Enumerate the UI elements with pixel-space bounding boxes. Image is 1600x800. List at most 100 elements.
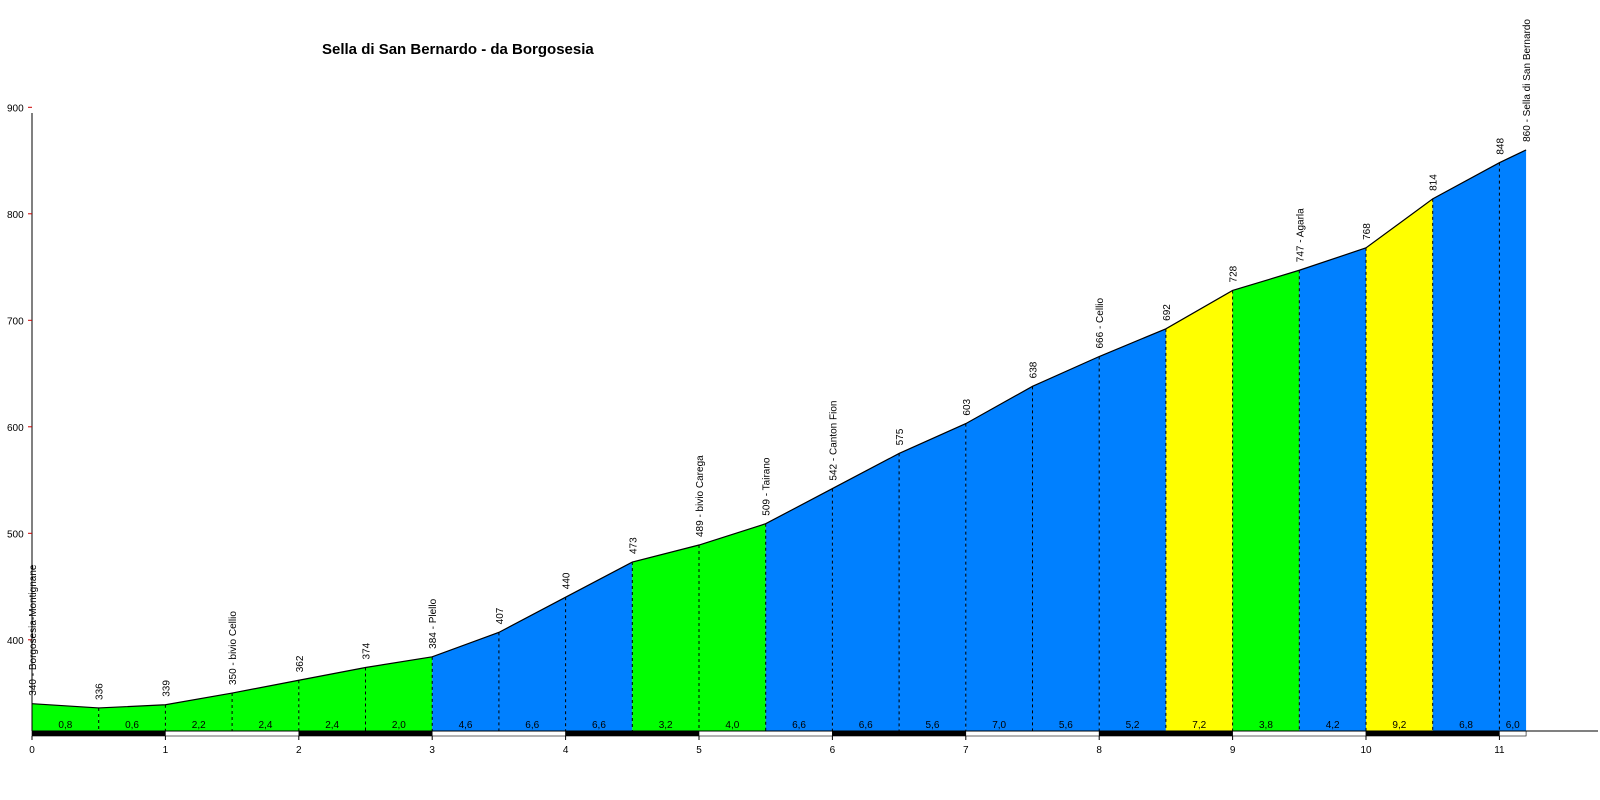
point-label-17: 692 bbox=[1162, 304, 1173, 321]
elevation-segments bbox=[32, 149, 1527, 731]
point-labels: 340 - Borgosesia-Montignane 336 339 350 - b… bbox=[28, 19, 1533, 700]
point-label-22: 848 bbox=[1495, 138, 1506, 155]
segment-0 bbox=[32, 703, 99, 731]
segment-20 bbox=[1366, 198, 1433, 731]
grade-label-22: 6,0 bbox=[1506, 720, 1520, 731]
segment-1 bbox=[98, 704, 166, 731]
point-label-10: 489 - bivio Carega bbox=[695, 455, 706, 537]
point-label-12: 542 - Canton Fion bbox=[828, 401, 839, 481]
segment-9 bbox=[632, 545, 699, 731]
scale-bar-0 bbox=[31, 730, 166, 737]
grade-label-2: 2,2 bbox=[192, 720, 206, 731]
segment-10 bbox=[699, 523, 766, 731]
point-label-3: 350 - bivio Cellio bbox=[228, 611, 239, 685]
grade-label-0: 0,8 bbox=[58, 720, 72, 731]
point-label-4: 362 bbox=[295, 655, 306, 672]
x-tick-label-4: 4 bbox=[563, 745, 569, 756]
point-label-13: 575 bbox=[895, 428, 906, 445]
grade-label-4: 2,4 bbox=[325, 720, 339, 731]
scale-bar-2 bbox=[298, 730, 433, 737]
point-label-15: 638 bbox=[1029, 361, 1040, 378]
grade-label-15: 5,6 bbox=[1059, 720, 1073, 731]
scale-bar-4 bbox=[565, 730, 700, 737]
segment-3 bbox=[232, 680, 299, 731]
grade-label-19: 4,2 bbox=[1326, 720, 1340, 731]
scale-bar-7 bbox=[965, 730, 1100, 737]
point-label-7: 407 bbox=[495, 607, 506, 624]
point-label-1: 336 bbox=[95, 683, 106, 700]
x-tick-label-8: 8 bbox=[1096, 745, 1102, 756]
segment-7 bbox=[498, 597, 566, 731]
segment-16 bbox=[1099, 328, 1166, 731]
scale-bar-10 bbox=[1365, 730, 1500, 737]
point-label-5: 374 bbox=[362, 642, 373, 659]
scale-bar-9 bbox=[1232, 730, 1367, 737]
x-tick-label-7: 7 bbox=[963, 745, 969, 756]
point-label-16: 666 - Cellio bbox=[1095, 297, 1106, 348]
point-label-9: 473 bbox=[628, 537, 639, 554]
segment-11 bbox=[765, 488, 833, 731]
chart-title: Sella di San Bernardo - da Borgosesia bbox=[322, 41, 594, 58]
grade-label-8: 6,6 bbox=[592, 720, 606, 731]
grade-label-7: 6,6 bbox=[525, 720, 539, 731]
y-tick-label-2: 600 bbox=[7, 423, 24, 434]
point-label-8: 440 bbox=[562, 572, 573, 589]
y-tick-label-5: 900 bbox=[7, 103, 24, 114]
x-tick-label-0: 0 bbox=[29, 745, 35, 756]
segment-21 bbox=[1432, 162, 1500, 731]
segment-8 bbox=[565, 562, 633, 731]
grade-label-11: 6,6 bbox=[792, 720, 806, 731]
scale-bar-5 bbox=[698, 730, 833, 737]
x-tick-label-5: 5 bbox=[696, 745, 702, 756]
grade-label-3: 2,4 bbox=[258, 720, 272, 731]
grade-label-9: 3,2 bbox=[659, 720, 673, 731]
grade-labels: 0,8 0,6 2,2 2,4 2,4 2,0 4,6 6,6 6,6 3,2 4,0 6,6 6,6 5… bbox=[58, 720, 1520, 731]
grade-label-6: 4,6 bbox=[459, 720, 473, 731]
point-label-20: 768 bbox=[1362, 223, 1373, 240]
segment-6 bbox=[432, 632, 499, 731]
point-label-18: 728 bbox=[1229, 265, 1240, 282]
y-axis-ticks: 400 500 600 700 800 900 bbox=[7, 103, 32, 647]
grade-label-14: 7,0 bbox=[992, 720, 1006, 731]
x-tick-label-1: 1 bbox=[163, 745, 169, 756]
profile-outline bbox=[31, 149, 1527, 709]
segment-4 bbox=[298, 667, 366, 731]
scale-bar-11 bbox=[1499, 730, 1527, 737]
grade-label-1: 0,6 bbox=[125, 720, 139, 731]
segment-2 bbox=[165, 693, 233, 731]
segment-14 bbox=[965, 386, 1033, 731]
segment-19 bbox=[1299, 247, 1366, 731]
x-tick-label-11: 11 bbox=[1494, 745, 1505, 756]
point-label-2: 339 bbox=[161, 680, 172, 697]
point-label-23: 860 - Sella di San Bernardo bbox=[1522, 19, 1533, 142]
grade-label-16: 5,2 bbox=[1126, 720, 1140, 731]
x-axis-ticks: 0 1 2 3 4 5 6 7 8 9 10 11 bbox=[29, 736, 1505, 756]
grade-label-13: 5,6 bbox=[925, 720, 939, 731]
grade-label-17: 7,2 bbox=[1192, 720, 1206, 731]
grade-label-18: 3,8 bbox=[1259, 720, 1273, 731]
km-dividers bbox=[98, 162, 1500, 731]
y-tick-label-4: 800 bbox=[7, 210, 24, 221]
grade-label-12: 6,6 bbox=[859, 720, 873, 731]
profile-line bbox=[31, 149, 1527, 709]
scale-bar-3 bbox=[431, 730, 566, 737]
point-label-21: 814 bbox=[1429, 174, 1440, 191]
grade-label-10: 4,0 bbox=[725, 720, 739, 731]
point-label-11: 509 - Tairano bbox=[762, 457, 773, 516]
scale-bar-8 bbox=[1098, 730, 1233, 737]
segment-22 bbox=[1499, 149, 1527, 731]
y-tick-label-1: 500 bbox=[7, 529, 24, 540]
x-tick-label-2: 2 bbox=[296, 745, 302, 756]
grade-label-21: 6,8 bbox=[1459, 720, 1473, 731]
segment-17 bbox=[1165, 290, 1233, 731]
segment-13 bbox=[899, 423, 966, 731]
point-label-0: 340 - Borgosesia-Montignane bbox=[28, 564, 39, 696]
point-label-19: 747 - Agarla bbox=[1295, 208, 1306, 262]
scale-bar-6 bbox=[832, 730, 967, 737]
scale-bar-1 bbox=[165, 730, 300, 737]
x-tick-label-10: 10 bbox=[1360, 745, 1372, 756]
x-tick-label-6: 6 bbox=[830, 745, 836, 756]
axes bbox=[31, 113, 1598, 732]
y-tick-label-3: 700 bbox=[7, 316, 24, 327]
